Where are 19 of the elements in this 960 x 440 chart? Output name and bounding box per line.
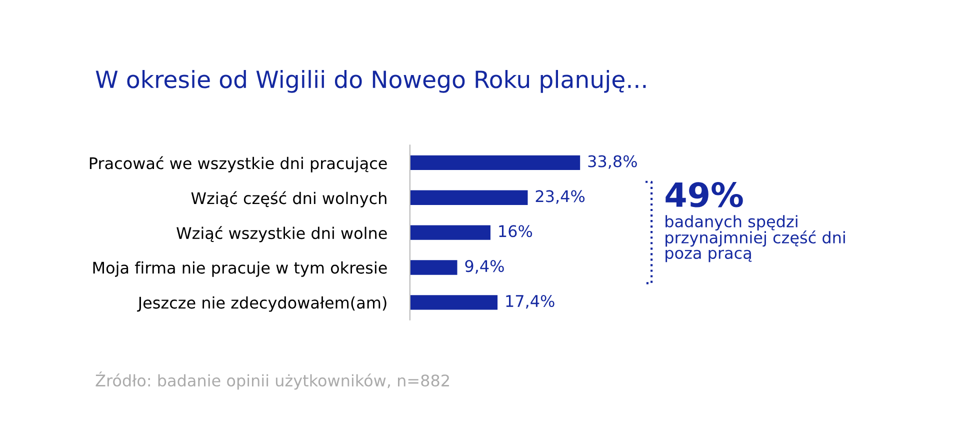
y-tick-label: Wziąć wszystkie dni wolne (176, 226, 387, 242)
y-tick-label: Wziąć część dni wolnych (191, 191, 386, 208)
chart-title: W okresie od Wigilii do Nowego Roku planuję... (96, 70, 646, 93)
text: 49% (666, 182, 743, 208)
y-tick-label: Moja firma nie pracuje w tym okresie (93, 261, 387, 277)
data-label: 16% (499, 225, 532, 238)
data-label: 23,4% (536, 190, 585, 204)
data-label: 9,4% (465, 260, 504, 274)
bar (410, 225, 490, 240)
bar (410, 295, 498, 310)
bar (410, 260, 458, 275)
data-label: 33,8% (588, 155, 637, 169)
y-tick-label: Pracować we wszystkie dni pracujące (90, 156, 387, 172)
bar (410, 190, 528, 205)
text: Źródło: badanie opinii użytkowników, n=882 (96, 372, 449, 390)
bar (410, 155, 580, 170)
y-tick-label: Jeszcze nie zdecydowałem(am) (137, 296, 386, 312)
text: badanych spędzi przynajmniej część dni poza pracą (666, 215, 845, 262)
data-label: 17,4% (506, 294, 554, 309)
